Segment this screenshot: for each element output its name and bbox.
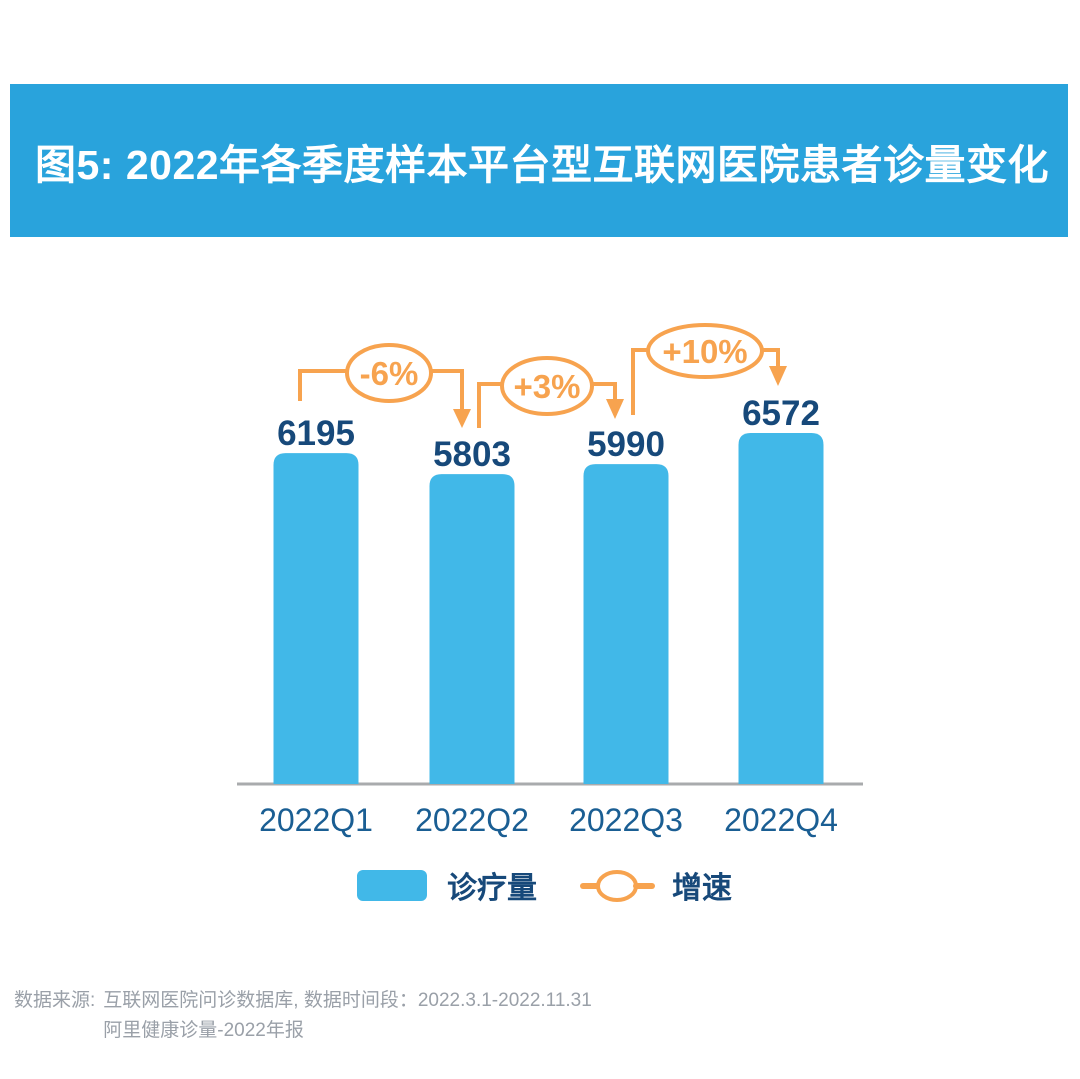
arrow-down-icon bbox=[606, 399, 624, 419]
legend-label-growth: 增速 bbox=[672, 872, 732, 905]
x-labels: 2022Q1 2022Q2 2022Q3 2022Q4 bbox=[259, 802, 838, 838]
growth-label: +3% bbox=[514, 368, 581, 405]
bar-2022Q2 bbox=[429, 474, 515, 784]
source-line-1: 互联网医院问诊数据库, 数据时间段：2022.3.1-2022.11.31 bbox=[103, 990, 592, 1011]
growth-label: -6% bbox=[360, 355, 419, 392]
legend-ellipse-icon bbox=[596, 870, 638, 902]
x-axis-label: 2022Q3 bbox=[569, 802, 683, 838]
bar-2022Q4 bbox=[738, 433, 824, 784]
growth-annotation-q2-q3: +3% bbox=[477, 356, 624, 428]
connector-line bbox=[431, 369, 464, 411]
connector-line bbox=[631, 348, 650, 415]
arrow-down-icon bbox=[453, 409, 471, 428]
bar-value-label: 6195 bbox=[277, 414, 355, 453]
x-axis-label: 2022Q2 bbox=[415, 802, 529, 838]
bar-2022Q1 bbox=[273, 453, 359, 784]
growth-label: +10% bbox=[662, 333, 747, 370]
legend-label-bar: 诊疗量 bbox=[447, 872, 537, 905]
growth-bubble bbox=[500, 356, 594, 416]
bars bbox=[273, 433, 824, 784]
source-line-2: 阿里健康诊量-2022年报 bbox=[103, 1020, 304, 1041]
bar-values: 6195 5803 5990 6572 bbox=[277, 394, 820, 474]
arrow-down-icon bbox=[769, 366, 787, 386]
source-label: 数据来源: bbox=[14, 990, 96, 1011]
source-lines: 互联网医院问诊数据库, 数据时间段：2022.3.1-2022.11.31 阿里… bbox=[103, 986, 592, 1046]
connector-line bbox=[591, 382, 617, 401]
bar-value-label: 5990 bbox=[587, 425, 665, 464]
legend-swatch-bar bbox=[357, 870, 427, 901]
x-axis-label: 2022Q4 bbox=[724, 802, 838, 838]
growth-annotation-q1-q2: -6% bbox=[298, 343, 471, 428]
growth-annotation-q3-q4: +10% bbox=[631, 323, 787, 415]
source-note: 数据来源: 互联网医院问诊数据库, 数据时间段：2022.3.1-2022.11… bbox=[14, 986, 592, 1046]
x-axis-label: 2022Q1 bbox=[259, 802, 373, 838]
growth-bubble bbox=[646, 323, 764, 379]
bar-value-label: 5803 bbox=[433, 435, 511, 474]
legend-symbol-growth bbox=[580, 870, 655, 902]
connector-line bbox=[760, 348, 780, 368]
bar-2022Q3 bbox=[583, 464, 669, 784]
connector-line bbox=[477, 382, 503, 428]
connector-line bbox=[298, 369, 347, 401]
legend: 诊疗量 增速 bbox=[357, 870, 732, 905]
growth-bubble bbox=[345, 343, 433, 403]
title-banner: 图5: 2022年各季度样本平台型互联网医院患者诊量变化 bbox=[10, 84, 1068, 237]
bar-value-label: 6572 bbox=[742, 394, 820, 433]
page-title: 图5: 2022年各季度样本平台型互联网医院患者诊量变化 bbox=[35, 141, 1050, 188]
